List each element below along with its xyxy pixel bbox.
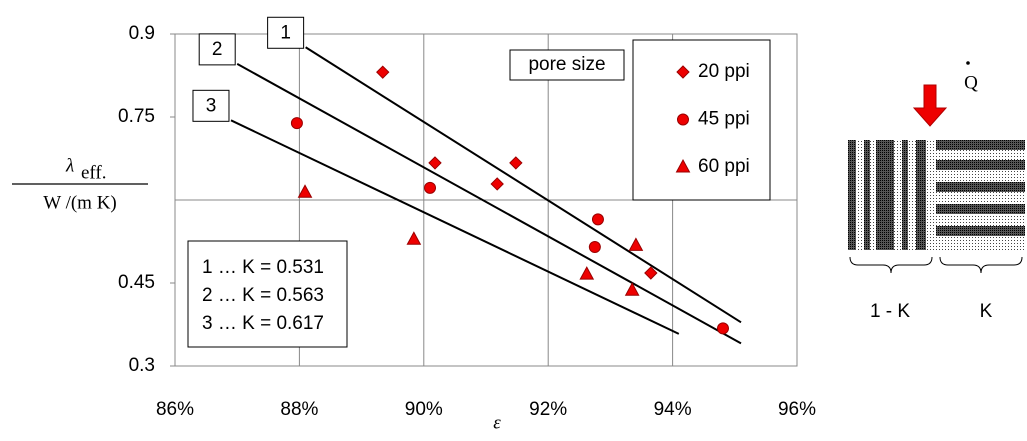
stripe	[936, 140, 1025, 150]
chart: λ eff. W /(m K) ε pore size Q 1 - K K 86…	[0, 0, 1027, 441]
point	[291, 118, 302, 129]
stripe	[902, 140, 908, 250]
legend-marker	[678, 114, 689, 125]
left-label: 1 - K	[870, 301, 910, 322]
point	[717, 323, 728, 334]
k-label: 1 … K = 0.531	[202, 257, 324, 278]
line-label: 3	[206, 95, 217, 116]
y-tick-label: 0.75	[118, 106, 155, 127]
right-label: K	[980, 301, 993, 322]
stripe	[936, 160, 1025, 170]
line-label: 1	[280, 22, 291, 43]
stripe	[848, 140, 856, 250]
y-tick-label: 0.9	[129, 23, 155, 44]
stripe	[936, 182, 1025, 192]
point	[589, 242, 600, 253]
y-label-subscript: eff.	[81, 162, 107, 183]
k-label: 3 … K = 0.617	[202, 313, 324, 334]
k-label: 2 … K = 0.563	[202, 285, 324, 306]
diagram: Q 1 - K K	[848, 61, 1025, 322]
brace-right	[940, 257, 1022, 273]
stripe	[864, 140, 870, 250]
legend-label: 60 ppi	[698, 156, 750, 177]
flux-arrow	[914, 85, 946, 126]
x-tick-label: 86%	[156, 399, 194, 420]
point	[425, 182, 436, 193]
x-tick-label: 96%	[778, 399, 816, 420]
line-label: 2	[212, 39, 223, 60]
legend-label: 20 ppi	[698, 61, 750, 82]
x-label: ε	[493, 412, 501, 433]
y-tick-label: 0.3	[129, 355, 155, 376]
x-tick-label: 90%	[405, 399, 443, 420]
legend-title: pore size	[528, 54, 605, 75]
y-label-symbol: λ	[65, 155, 74, 176]
stripe	[936, 226, 1025, 236]
brace-left	[850, 257, 932, 273]
y-tick-label: 0.45	[118, 272, 155, 293]
x-tick-label: 88%	[280, 399, 318, 420]
point	[592, 214, 603, 225]
x-tick-label: 92%	[529, 399, 567, 420]
flux-dot	[966, 61, 970, 65]
x-tick-label: 94%	[654, 399, 692, 420]
legend-label: 45 ppi	[698, 109, 750, 130]
stripe	[876, 140, 894, 250]
y-label-denominator: W /(m K)	[43, 192, 117, 213]
flux-label: Q	[964, 72, 978, 93]
stripe	[936, 204, 1025, 214]
stripe	[916, 140, 926, 250]
